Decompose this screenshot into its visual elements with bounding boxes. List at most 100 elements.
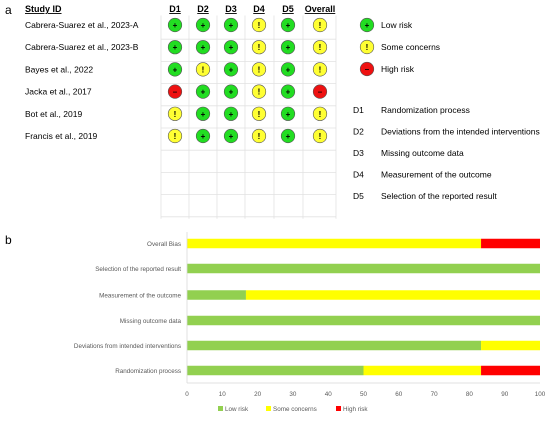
risk-symbol-some: ! <box>319 110 322 119</box>
category-label: Measurement of the outcome <box>99 293 181 300</box>
study-name: Francis et al., 2019 <box>25 131 98 141</box>
risk-circle-low <box>223 84 239 99</box>
risk-symbol-low: + <box>201 132 206 141</box>
risk-symbol-low: + <box>173 43 178 52</box>
risk-symbol-some: ! <box>258 43 261 52</box>
header-overall: Overall <box>305 4 336 14</box>
risk-circle-low <box>280 17 296 33</box>
risk-circle-low <box>223 106 239 121</box>
risk-circle-low <box>223 17 239 33</box>
study-name: Bayes et al., 2022 <box>25 64 93 74</box>
risk-symbol-low: + <box>286 110 291 119</box>
risk-symbol-some: ! <box>258 21 261 30</box>
risk-symbol-low: + <box>229 65 234 74</box>
legend-symbol-high: – <box>365 65 370 74</box>
risk-circle-low <box>223 128 239 144</box>
bar-row: Overall Bias <box>147 238 540 249</box>
risk-circle-some <box>251 106 267 121</box>
legend-label: Low risk <box>225 406 249 413</box>
domain-description: Randomization process <box>381 105 470 115</box>
legend-label: High risk <box>343 406 368 413</box>
x-axis: 0 10 20 30 40 50 60 70 80 90 100 <box>185 232 546 398</box>
domain-code: D5 <box>353 191 364 201</box>
domain-code: D1 <box>353 105 364 115</box>
risk-symbol-some: ! <box>258 88 261 97</box>
risk-circle-low <box>223 40 239 55</box>
bar-row: Missing outcome data <box>120 315 540 326</box>
header-domain-d2: D2 <box>197 4 209 14</box>
risk-circle-some <box>312 17 328 33</box>
risk-symbol-low: + <box>286 88 291 97</box>
header-domain-d3: D3 <box>225 4 237 14</box>
risk-symbol-some: ! <box>319 21 322 30</box>
risk-symbol-some: ! <box>174 110 177 119</box>
category-label: Randomization process <box>115 368 181 375</box>
risk-circle-low <box>195 84 211 99</box>
x-tick-label: 90 <box>501 391 509 398</box>
risk-symbol-some: ! <box>174 132 177 141</box>
bar-row: Measurement of the outcome <box>99 290 541 300</box>
chart-legend: Low risk Some concerns High risk <box>218 406 368 413</box>
risk-symbol-low: + <box>229 43 234 52</box>
risk-symbol-low: + <box>173 65 178 74</box>
x-tick-label: 0 <box>185 391 189 398</box>
legend-swatch-high-risk <box>336 406 341 411</box>
bar-row: Deviations from intended interventions <box>74 340 540 351</box>
risk-circle-low <box>195 128 211 144</box>
risk-circle-some <box>167 128 183 144</box>
domain-description: Selection of the reported result <box>381 191 497 201</box>
legend-label: Some concerns <box>273 406 317 413</box>
header-domain-d4: D4 <box>253 4 265 14</box>
panel-a-traffic-light-plot: a Study ID D1 D2 D3 D4 D5 Overall Cabrera-Suarez… <box>5 3 540 219</box>
bar-segment-some-concerns <box>245 290 541 300</box>
x-tick-label: 80 <box>466 391 474 398</box>
bar-segment-low-risk <box>187 290 246 300</box>
header-domain-d1: D1 <box>169 4 181 14</box>
legend-swatch-low-risk <box>218 406 223 411</box>
panel-a-label: a <box>5 3 12 17</box>
panel-b-label: b <box>5 233 12 247</box>
risk-symbol-low: + <box>229 88 234 97</box>
bar-segment-low-risk <box>187 263 540 274</box>
risk-symbol-low: + <box>201 43 206 52</box>
risk-symbol-some: ! <box>258 65 261 74</box>
risk-circle-some <box>195 62 211 77</box>
table-grid <box>160 15 337 219</box>
risk-circle-low <box>223 62 239 77</box>
risk-symbol-low: + <box>201 21 206 30</box>
legend-label-high: High risk <box>381 64 415 74</box>
risk-circle-low <box>280 62 296 77</box>
x-tick-label: 60 <box>395 391 403 398</box>
bar-segment-low-risk <box>187 365 364 376</box>
study-row: Francis et al., 2019! + +! +! <box>25 128 328 144</box>
risk-symbol-some: ! <box>319 65 322 74</box>
risk-symbol-high: – <box>173 88 178 97</box>
x-tick-label: 100 <box>535 391 546 398</box>
category-label: Missing outcome data <box>120 318 182 325</box>
bar-segment-high-risk <box>481 238 540 249</box>
risk-symbol-some: ! <box>258 110 261 119</box>
study-name: Cabrera-Suarez et al., 2023-B <box>25 42 139 52</box>
risk-circle-low <box>167 40 183 55</box>
risk-circle-low <box>280 128 296 144</box>
risk-circle-some <box>251 17 267 33</box>
study-row: Cabrera-Suarez et al., 2023-A + + +! +! <box>25 17 328 33</box>
legend-label-low: Low risk <box>381 20 413 30</box>
risk-symbol-low: + <box>286 43 291 52</box>
study-row: Cabrera-Suarez et al., 2023-B + + +! +! <box>25 40 328 55</box>
risk-symbol-low: + <box>173 21 178 30</box>
risk-symbol-low: + <box>286 21 291 30</box>
risk-circle-some <box>251 40 267 55</box>
risk-circle-low <box>195 40 211 55</box>
risk-circle-high <box>312 84 328 99</box>
domain-key: D1 Randomization process D2 Deviations from… <box>353 105 540 201</box>
bar-segment-high-risk <box>481 365 540 376</box>
panel-b-summary-bar-chart: b Overall Bias Selection of the reported r… <box>5 232 546 413</box>
risk-circle-low <box>195 106 211 121</box>
legend-symbol-some: ! <box>366 43 369 52</box>
header-study-id: Study ID <box>25 4 62 14</box>
x-tick-label: 40 <box>325 391 333 398</box>
risk-circle-some <box>251 84 267 99</box>
study-name: Bot et al., 2019 <box>25 109 82 119</box>
risk-circle-low <box>195 17 211 33</box>
